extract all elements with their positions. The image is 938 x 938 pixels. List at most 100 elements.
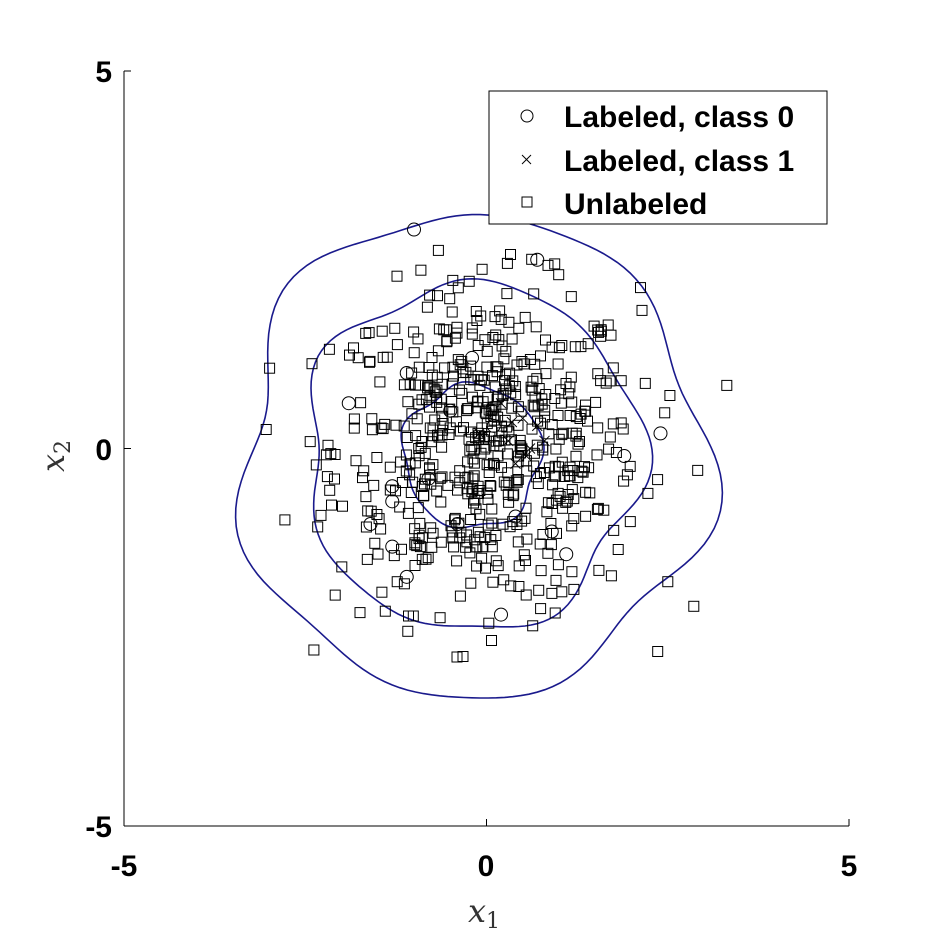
unlabeled-point — [453, 384, 465, 396]
unlabeled-point — [500, 479, 512, 491]
unlabeled-point — [389, 322, 401, 334]
density-contours — [234, 213, 724, 699]
unlabeled-point — [415, 441, 427, 453]
unlabeled-point — [498, 574, 510, 586]
unlabeled-point — [427, 422, 439, 434]
unlabeled-point — [490, 555, 502, 567]
unlabeled-point — [422, 552, 434, 564]
unlabeled-point — [488, 414, 500, 426]
unlabeled-point — [604, 431, 616, 443]
unlabeled-point — [475, 374, 487, 386]
unlabeled-point — [612, 544, 624, 555]
unlabeled-point — [506, 402, 518, 414]
unlabeled-point — [390, 419, 402, 431]
unlabeled-point — [486, 541, 498, 553]
unlabeled-point — [532, 399, 544, 411]
unlabeled-point — [535, 603, 547, 615]
unlabeled-point — [360, 491, 372, 503]
class1-point — [506, 416, 518, 428]
unlabeled-point — [479, 443, 491, 455]
unlabeled-point — [413, 361, 425, 373]
unlabeled-point — [486, 517, 498, 529]
unlabeled-point — [436, 441, 448, 453]
unlabeled-point — [505, 249, 516, 260]
class0-point — [450, 517, 465, 531]
unlabeled-point — [509, 381, 521, 392]
unlabeled-point — [518, 549, 530, 561]
unlabeled-point — [496, 340, 508, 352]
class0-point — [508, 509, 523, 524]
unlabeled-point — [471, 560, 483, 572]
unlabeled-point — [402, 396, 414, 408]
unlabeled-point — [552, 410, 564, 421]
unlabeled-point — [624, 516, 636, 528]
unlabeled-point — [483, 617, 495, 629]
unlabeled-point — [494, 305, 506, 317]
unlabeled-point — [455, 526, 467, 538]
unlabeled-point — [556, 586, 568, 598]
unlabeled-point — [535, 350, 546, 362]
class0-point — [385, 539, 400, 554]
unlabeled-point — [461, 483, 473, 495]
unlabeled-point — [436, 429, 448, 441]
unlabeled-point — [688, 600, 700, 612]
unlabeled-point — [468, 497, 479, 509]
unlabeled-point — [550, 574, 562, 586]
unlabeled-point — [418, 489, 430, 501]
unlabeled-point — [398, 420, 410, 432]
unlabeled-point — [692, 464, 704, 476]
unlabeled-point — [444, 293, 456, 305]
unlabeled-point — [451, 327, 463, 339]
unlabeled-point — [512, 536, 524, 548]
unlabeled-point — [506, 333, 518, 345]
unlabeled-point — [381, 351, 393, 363]
unlabeled-point — [595, 330, 607, 342]
unlabeled-point — [545, 539, 557, 551]
unlabeled-point — [377, 351, 389, 363]
unlabeled-point — [416, 553, 428, 565]
unlabeled-point — [617, 423, 629, 435]
unlabeled-point — [591, 503, 603, 515]
unlabeled-point — [427, 527, 439, 539]
unlabeled-point — [516, 443, 528, 455]
legend-square-marker — [521, 196, 533, 208]
class1-point-stroke — [502, 435, 514, 447]
unlabeled-point — [362, 505, 374, 517]
unlabeled-point — [321, 471, 333, 483]
class0-point — [465, 350, 479, 365]
unlabeled-point — [582, 415, 593, 427]
unlabeled-point — [481, 345, 493, 357]
unlabeled-point — [639, 377, 651, 389]
unlabeled-point — [488, 401, 500, 413]
unlabeled-point — [513, 322, 525, 334]
unlabeled-point — [454, 590, 466, 602]
unlabeled-point — [446, 396, 458, 407]
unlabeled-point — [388, 550, 400, 562]
unlabeled-point — [470, 306, 482, 317]
class1-point-stroke — [510, 458, 521, 469]
unlabeled-point — [552, 559, 564, 571]
unlabeled-point — [615, 375, 627, 387]
class0-point — [399, 366, 414, 380]
unlabeled-point — [489, 381, 501, 393]
unlabeled-point — [618, 475, 630, 487]
unlabeled-point — [412, 502, 424, 514]
unlabeled-point — [465, 577, 477, 589]
unlabeled-point — [418, 490, 429, 502]
unlabeled-point — [592, 502, 604, 514]
unlabeled-point — [329, 473, 340, 485]
unlabeled-point — [550, 470, 562, 482]
unlabeled-point — [624, 460, 636, 472]
unlabeled-point — [595, 375, 607, 387]
unlabeled-point — [447, 532, 459, 544]
contour-level-2 — [310, 277, 654, 628]
unlabeled-point — [457, 651, 469, 662]
unlabeled-point — [521, 533, 533, 545]
unlabeled-point — [536, 393, 548, 405]
legend-label-class0: Labeled, class 0 — [564, 101, 794, 134]
class1-point-stroke — [495, 397, 507, 409]
unlabeled-point — [488, 440, 500, 452]
class0-point — [363, 517, 378, 531]
unlabeled-point — [501, 257, 513, 269]
unlabeled-point — [432, 244, 444, 256]
